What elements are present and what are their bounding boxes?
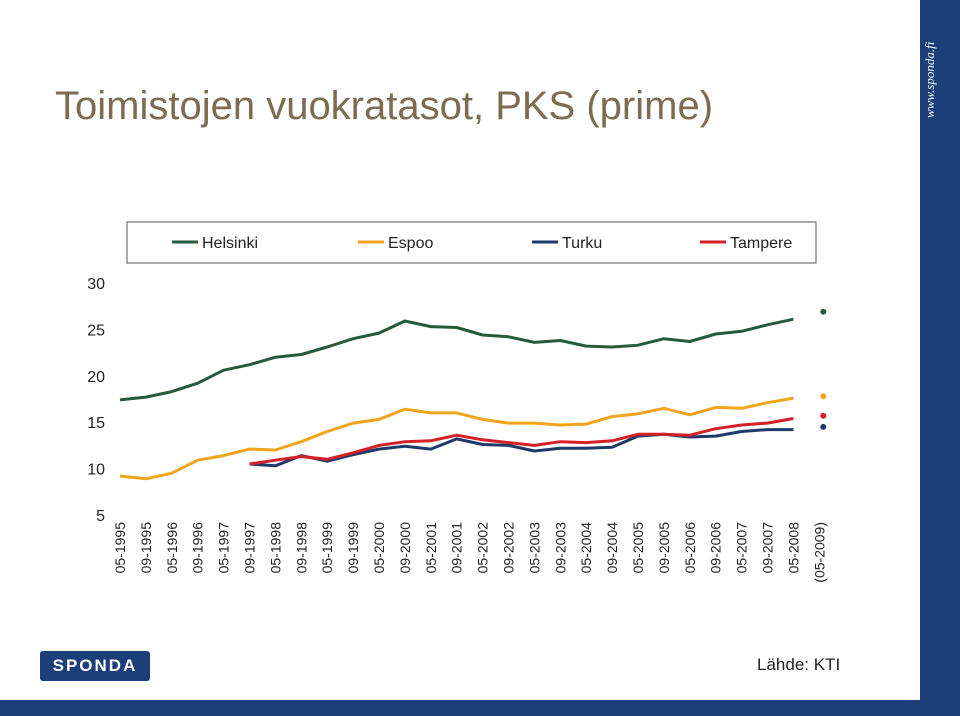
y-tick-label: 25 <box>87 322 105 339</box>
brand-url: www.sponda.fi <box>922 8 958 118</box>
forecast-dot-helsinki <box>820 309 826 315</box>
x-tick-label: 05-1999 <box>319 522 335 574</box>
series-line-helsinki <box>120 319 793 400</box>
x-tick-label: 09-2006 <box>708 522 724 574</box>
legend-label-espoo: Espoo <box>388 235 433 252</box>
x-tick-label: 05-2001 <box>423 522 439 574</box>
x-tick-label: 05-1997 <box>216 522 232 574</box>
y-tick-label: 15 <box>87 415 105 432</box>
x-tick-label: (05-2009) <box>811 522 827 583</box>
series-line-turku <box>250 430 794 466</box>
y-tick-label: 5 <box>96 508 105 525</box>
brand-side-band: www.sponda.fi <box>920 0 960 716</box>
forecast-dot-tampere <box>820 413 826 419</box>
x-tick-label: 09-2004 <box>604 522 620 574</box>
x-tick-label: 09-1997 <box>242 522 258 574</box>
y-tick-label: 30 <box>87 276 105 293</box>
x-tick-label: 05-1998 <box>267 522 283 574</box>
x-tick-label: 05-2005 <box>630 522 646 574</box>
x-tick-label: 05-1996 <box>164 522 180 574</box>
legend-label-helsinki: Helsinki <box>202 235 258 252</box>
source-note: Lähde: KTI <box>757 655 840 675</box>
series-line-tampere <box>250 419 794 465</box>
x-tick-label: 05-2006 <box>682 522 698 574</box>
x-tick-label: 05-2008 <box>785 522 801 574</box>
x-tick-label: 05-2003 <box>526 522 542 574</box>
y-tick-label: 20 <box>87 369 105 386</box>
x-tick-label: 09-2007 <box>760 522 776 574</box>
x-axis: 05-1995 09-1995 05-1996 09-1996 05-1997 09-19… <box>112 522 827 583</box>
series-lines <box>120 319 793 479</box>
forecast-dot-espoo <box>820 393 826 399</box>
y-axis: 5 10 15 20 25 30 <box>87 276 105 525</box>
y-tick-label: 10 <box>87 462 105 479</box>
legend-label-turku: Turku <box>562 235 602 252</box>
x-tick-label: 05-2007 <box>734 522 750 574</box>
x-tick-label: 05-2000 <box>371 522 387 574</box>
x-tick-label: 09-2005 <box>656 522 672 574</box>
x-tick-label: 09-1995 <box>138 522 154 574</box>
forecast-dot-turku <box>820 424 826 430</box>
x-tick-label: 09-2003 <box>552 522 568 574</box>
brand-bottom-band <box>0 700 960 716</box>
x-tick-label: 05-2002 <box>475 522 491 574</box>
x-tick-label: 09-1998 <box>293 522 309 574</box>
x-tick-label: 09-1999 <box>345 522 361 574</box>
x-tick-label: 09-2002 <box>501 522 517 574</box>
forecast-points <box>820 309 826 430</box>
sponda-logo: SPONDA <box>40 651 150 681</box>
legend-label-tampere: Tampere <box>730 235 792 252</box>
x-tick-label: 09-1996 <box>190 522 206 574</box>
x-tick-label: 09-2001 <box>449 522 465 574</box>
x-tick-label: 09-2000 <box>397 522 413 574</box>
x-tick-label: 05-2004 <box>578 522 594 574</box>
x-tick-label: 05-1995 <box>112 522 128 574</box>
